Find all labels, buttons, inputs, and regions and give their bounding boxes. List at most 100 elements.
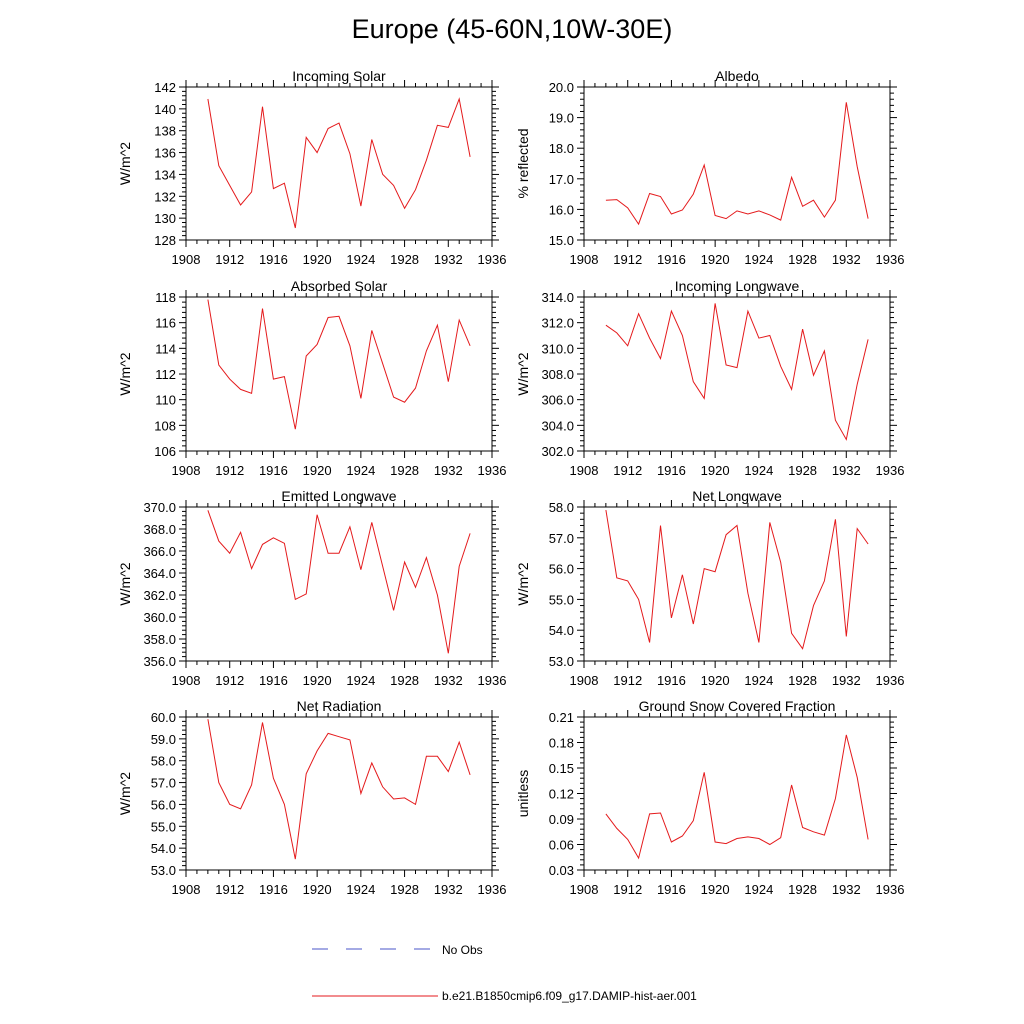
emitted-longwave-xtick-label: 1928 [390,673,419,688]
emitted-longwave-frame [185,506,493,662]
incoming-solar-ytick-label: 130 [154,211,176,226]
incoming-solar-xtick-label: 1916 [259,252,288,267]
absorbed-solar-xtick-label: 1924 [346,463,375,478]
absorbed-solar-ylabel: W/m^2 [117,352,133,395]
ground-snow-covered-fraction-xtick-label: 1916 [657,882,686,897]
panel-incoming-longwave: Incoming Longwave W/m^2 1908 1912 1916 1920 19… [515,278,904,478]
ground-snow-covered-fraction-ytick-label: 0.06 [549,838,574,853]
ground-snow-covered-fraction-xtick-label: 1936 [876,882,905,897]
ground-snow-covered-fraction-ytick-label: 0.21 [549,710,574,725]
incoming-longwave-ytick-label: 314.0 [541,290,574,305]
panel-albedo: Albedo % reflected 1908 1912 1916 1920 1924 192… [515,68,904,267]
albedo-panel-title: Albedo [715,68,759,84]
ground-snow-covered-fraction-xtick-label: 1912 [613,882,642,897]
ground-snow-covered-fraction-panel-title: Ground Snow Covered Fraction [639,698,836,714]
incoming-solar-xtick-label: 1912 [215,252,244,267]
incoming-longwave-panel-title: Incoming Longwave [675,278,800,294]
panel-net-longwave: Net Longwave W/m^2 1908 1912 1916 1920 1924 192… [515,488,904,688]
incoming-longwave-xtick-label: 1908 [570,463,599,478]
net-longwave-xtick-label: 1920 [701,673,730,688]
ground-snow-covered-fraction-xtick-label: 1908 [570,882,599,897]
incoming-longwave-xtick-label: 1912 [613,463,642,478]
absorbed-solar-ytick-label: 108 [154,418,176,433]
albedo-xtick-label: 1932 [832,252,861,267]
absorbed-solar-frame [185,296,493,452]
net-longwave-ytick-label: 55.0 [549,592,574,607]
net-radiation-ylabel: W/m^2 [117,772,133,815]
incoming-longwave-ytick-label: 310.0 [541,341,574,356]
net-radiation-ytick-label: 57.0 [151,776,176,791]
ground-snow-covered-fraction-ytick-label: 0.09 [549,812,574,827]
net-radiation-ytick-label: 60.0 [151,710,176,725]
incoming-longwave-ytick-label: 304.0 [541,418,574,433]
emitted-longwave-ytick-label: 366.0 [143,544,176,559]
net-radiation-xtick-label: 1924 [346,882,375,897]
incoming-longwave-ytick-label: 302.0 [541,444,574,459]
emitted-longwave-series-line [207,510,471,654]
absorbed-solar-ytick-label: 110 [155,393,176,408]
emitted-longwave-panel-title: Emitted Longwave [281,488,396,504]
emitted-longwave-ytick-label: 370.0 [143,500,176,515]
absorbed-solar-series-line [207,299,471,430]
net-radiation-xtick-label: 1932 [434,882,463,897]
incoming-longwave-ylabel: W/m^2 [515,352,531,395]
incoming-solar-xtick-label: 1908 [172,252,201,267]
net-longwave-panel-title: Net Longwave [692,488,782,504]
absorbed-solar-xtick-label: 1928 [390,463,419,478]
absorbed-solar-ytick-label: 112 [155,367,176,382]
incoming-solar-panel-title: Incoming Solar [292,68,386,84]
ground-snow-covered-fraction-xtick-label: 1920 [701,882,730,897]
emitted-longwave-ytick-label: 362.0 [143,588,176,603]
incoming-solar-xtick-label: 1928 [390,252,419,267]
albedo-ytick-label: 19.0 [549,111,574,126]
albedo-ytick-label: 18.0 [549,141,574,156]
ground-snow-covered-fraction-xtick-label: 1928 [788,882,817,897]
panel-incoming-solar: Incoming Solar W/m^2 1908 1912 1916 1920 1924 1… [117,68,506,267]
net-radiation-xtick-label: 1912 [215,882,244,897]
legend-obs-label: No Obs [442,943,483,957]
albedo-ytick-label: 16.0 [549,202,574,217]
ground-snow-covered-fraction-ytick-label: 0.12 [549,787,574,802]
panels-group: Incoming Solar W/m^2 1908 1912 1916 1920 1924 1… [117,68,904,897]
ground-snow-covered-fraction-ytick-label: 0.15 [549,761,574,776]
incoming-longwave-frame [583,296,891,452]
albedo-xtick-label: 1916 [657,252,686,267]
absorbed-solar-xtick-label: 1936 [478,463,507,478]
absorbed-solar-ytick-label: 106 [154,444,176,459]
ground-snow-covered-fraction-ytick-label: 0.18 [549,736,574,751]
incoming-solar-ytick-label: 136 [154,146,176,161]
albedo-xtick-label: 1920 [701,252,730,267]
net-longwave-ytick-label: 57.0 [549,531,574,546]
ground-snow-covered-fraction-ylabel: unitless [515,770,531,817]
absorbed-solar-xtick-label: 1932 [434,463,463,478]
incoming-solar-frame [185,86,493,241]
panel-net-radiation: Net Radiation W/m^2 1908 1912 1916 1920 1924 19… [117,698,506,897]
absorbed-solar-xtick-label: 1920 [303,463,332,478]
emitted-longwave-xtick-label: 1936 [478,673,507,688]
emitted-longwave-xtick-label: 1932 [434,673,463,688]
net-longwave-ytick-label: 58.0 [549,500,574,515]
incoming-longwave-ytick-label: 308.0 [541,367,574,382]
net-radiation-xtick-label: 1928 [390,882,419,897]
net-longwave-ylabel: W/m^2 [515,562,531,605]
incoming-longwave-series-line [605,303,869,441]
incoming-solar-ytick-label: 132 [154,189,176,204]
net-radiation-xtick-label: 1908 [172,882,201,897]
emitted-longwave-ytick-label: 360.0 [143,610,176,625]
incoming-longwave-xtick-label: 1932 [832,463,861,478]
albedo-xtick-label: 1928 [788,252,817,267]
net-longwave-xtick-label: 1924 [744,673,773,688]
panel-emitted-longwave: Emitted Longwave W/m^2 1908 1912 1916 1920 192… [117,488,506,688]
net-radiation-series-line [207,719,471,860]
emitted-longwave-xtick-label: 1908 [172,673,201,688]
ground-snow-covered-fraction-series-line [605,734,869,860]
net-radiation-frame [185,716,493,871]
net-longwave-xtick-label: 1908 [570,673,599,688]
emitted-longwave-ytick-label: 358.0 [143,632,176,647]
net-radiation-xtick-label: 1936 [478,882,507,897]
legend: No Obs b.e21.B1850cmip6.f09_g17.DAMIP-hi… [312,943,697,1003]
absorbed-solar-ytick-label: 114 [155,341,176,356]
incoming-longwave-xtick-label: 1928 [788,463,817,478]
absorbed-solar-ytick-label: 116 [155,316,176,331]
incoming-solar-ytick-label: 140 [154,102,176,117]
